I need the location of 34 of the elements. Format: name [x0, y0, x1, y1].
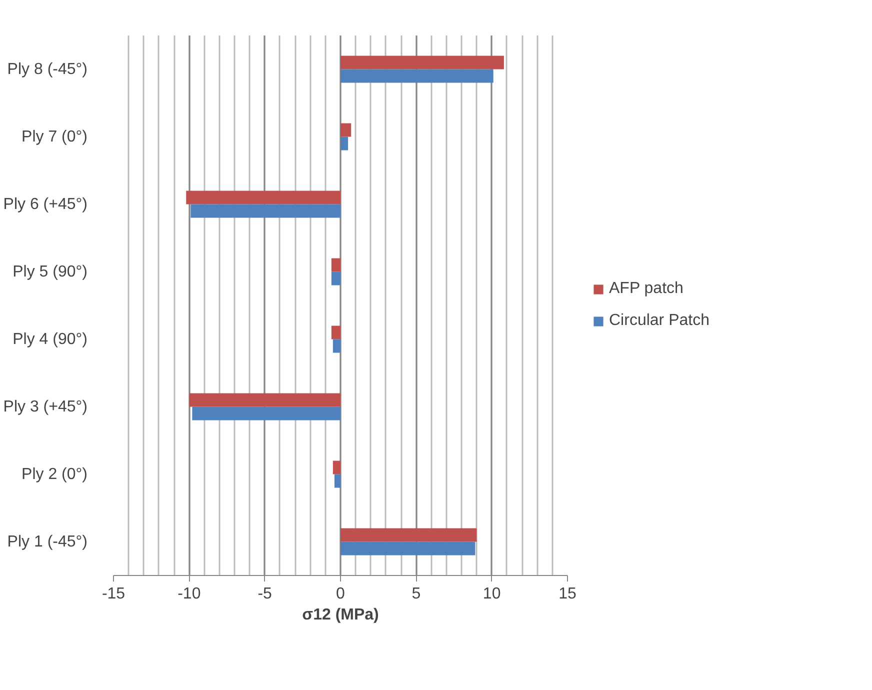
y-tick-label: Ply 5 (90°) — [12, 263, 88, 280]
y-tick-label: Ply 8 (-45°) — [7, 60, 88, 78]
bar — [190, 204, 340, 218]
x-axis-title: σ12 (MPa) — [302, 606, 379, 624]
legend-label: Circular Patch — [609, 312, 710, 330]
y-tick-label: Ply 7 (0°) — [22, 128, 88, 146]
bar — [340, 528, 477, 542]
bar — [331, 258, 340, 272]
y-tick-label: Ply 2 (0°) — [22, 466, 88, 483]
bar — [332, 460, 340, 474]
bar — [340, 136, 348, 150]
x-tick-label: -5 — [258, 586, 272, 602]
bar — [340, 56, 504, 70]
x-tick-label: 5 — [412, 586, 421, 602]
x-tick-label: 0 — [336, 586, 346, 602]
x-tick-label: 10 — [482, 586, 501, 602]
bar — [334, 474, 340, 488]
y-tick-label: Ply 4 (90°) — [12, 330, 88, 348]
bar — [189, 393, 340, 407]
bar — [186, 190, 340, 204]
bar — [332, 339, 340, 353]
x-tick-label: -15 — [102, 586, 126, 602]
x-tick-label: -10 — [178, 586, 201, 602]
y-tick-label: Ply 1 (-45°) — [7, 533, 88, 550]
bar — [331, 272, 340, 286]
legend-label: AFP patch — [609, 280, 684, 298]
bar — [340, 542, 476, 556]
y-tick-label: Ply 6 (+45°) — [3, 196, 88, 213]
bar — [340, 69, 494, 83]
x-tick-label: 15 — [558, 586, 576, 602]
bar — [192, 406, 340, 420]
bar — [340, 123, 352, 137]
bar — [331, 326, 340, 340]
y-tick-label: Ply 3 (+45°) — [3, 398, 88, 416]
